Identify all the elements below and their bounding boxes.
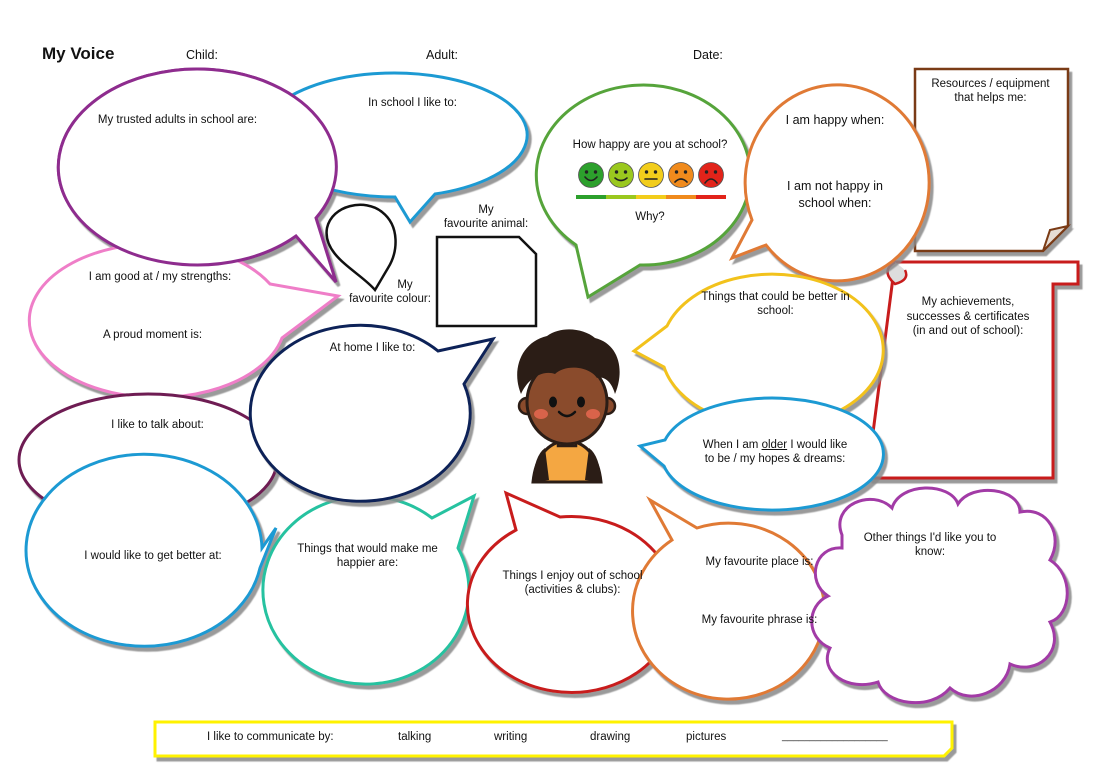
achievements-label: My achievements, successes & certificates… (906, 296, 1030, 337)
child-illustration (517, 329, 620, 484)
face-very-happy-icon (578, 162, 604, 188)
scale-segment-very-happy (576, 195, 606, 199)
bubble-older (636, 396, 885, 512)
bubble-fav-place (631, 495, 826, 701)
favourite-colour-drop (325, 203, 397, 293)
communicate-label: I like to communicate by: (207, 731, 334, 743)
resources-label: Resources / equipment that helps me: (931, 78, 1050, 104)
scale-segment-happy (606, 195, 636, 199)
in-school-label: In school I like to: (368, 97, 457, 109)
not-happy-label: I am not happy in school when: (787, 179, 883, 210)
happy-when-label: I am happy when: (785, 113, 885, 127)
date-label: Date: (693, 48, 723, 62)
face-happy-icon (608, 162, 634, 188)
happier-label: Things that would make me happier are: (297, 543, 438, 569)
proud-moment-label: A proud moment is: (102, 329, 203, 341)
scale-segment-very-sad (696, 195, 726, 199)
face-very-sad-icon (698, 162, 724, 188)
page-title: My Voice (42, 44, 115, 63)
scale-segment-sad (666, 195, 696, 199)
bubble-enjoy (465, 490, 677, 694)
bubble-how-happy (534, 83, 752, 300)
how-happy-label: How happy are you at school? (572, 139, 728, 151)
communicate-option-blank: ___________________ (782, 731, 888, 742)
communicate-option-writing: writing (494, 731, 528, 743)
favourite-colour-label: My favourite colour: (349, 279, 431, 305)
communicate-option-drawing: drawing (590, 731, 631, 743)
favourite-place-label: My favourite place is: (705, 556, 814, 568)
get-better-label: I would like to get better at: (84, 550, 222, 562)
bubble-happy-when (728, 83, 931, 283)
bubble-get-better (24, 452, 278, 648)
face-sad-icon (668, 162, 694, 188)
communicate-option-pictures: pictures (686, 731, 727, 743)
trusted-adults-label: My trusted adults in school are: (97, 114, 258, 126)
face-neutral-icon (638, 162, 664, 188)
why-label: Why? (635, 211, 665, 223)
better-school-label: Things that could be better in school: (701, 291, 850, 317)
happiness-scale (576, 162, 726, 199)
talk-about-label: I like to talk about: (111, 419, 204, 431)
communicate-option-talking: talking (398, 731, 432, 743)
scale-segment-neutral (636, 195, 666, 199)
favourite-animal-label: My favourite animal: (443, 204, 529, 230)
older-label: When I am older I would like to be / my … (702, 439, 848, 465)
bubble-at-home (248, 323, 497, 503)
communicate-banner (153, 720, 954, 758)
adult-label: Adult: (426, 48, 458, 62)
bubble-happier (261, 493, 477, 686)
favourite-animal-box (435, 235, 538, 328)
enjoy-label: Things I enjoy out of school (activities … (502, 570, 643, 596)
child-label: Child: (186, 48, 218, 62)
good-at-label: I am good at / my strengths: (88, 271, 232, 283)
other-things-label: Other things I'd like you to know: (863, 532, 997, 558)
favourite-phrase-label: My favourite phrase is: (701, 614, 818, 626)
bubble-other-things (810, 486, 1069, 705)
at-home-label: At home I like to: (329, 342, 416, 354)
